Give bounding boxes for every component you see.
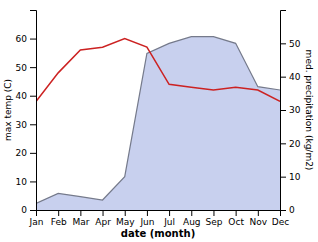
tick: Aug — [183, 210, 201, 227]
tick-mark — [30, 39, 36, 40]
tick-label: 10 — [16, 177, 28, 187]
tick-label: Mar — [72, 217, 89, 227]
tick-label: Jun — [139, 217, 154, 227]
axis-line — [30, 11, 37, 211]
tick-mark — [280, 43, 286, 44]
chart: JanFebMarAprMayJunJulAugSepOctNovDec0102… — [0, 0, 318, 242]
area — [36, 37, 280, 210]
line — [36, 39, 280, 102]
tick-mark — [280, 143, 286, 144]
axis-line — [281, 11, 287, 211]
tick-mark — [30, 153, 36, 154]
tick-label: Nov — [250, 217, 268, 227]
tick-label: May — [116, 217, 135, 227]
tick: 50 — [16, 63, 36, 73]
tick-mark — [236, 210, 237, 216]
tick: 60 — [16, 34, 36, 44]
tick-mark — [147, 210, 148, 216]
tick: Dec — [272, 210, 289, 227]
tick-label: 30 — [289, 105, 301, 115]
axis-line — [37, 211, 281, 217]
tick-label: 50 — [289, 39, 301, 49]
tick-label: Jan — [29, 217, 44, 227]
tick-label: 50 — [16, 63, 28, 73]
tick-mark — [58, 210, 59, 216]
tick-mark — [258, 210, 259, 216]
tick: 10 — [16, 177, 36, 187]
area-edge — [36, 37, 280, 204]
tick: Oct — [228, 210, 244, 227]
tick-label: 30 — [16, 120, 28, 130]
tick: 10 — [280, 172, 301, 182]
tick-label: 60 — [16, 34, 28, 44]
tick: Jun — [139, 210, 154, 227]
tick-mark — [280, 110, 286, 111]
tick: Sep — [205, 210, 222, 227]
tick: 0 — [21, 205, 36, 215]
x-axis: Jan Feb Mar Apr May Jun Jul Aug Sep Oct Nov Dec — [29, 210, 290, 227]
tick: 30 — [16, 120, 36, 130]
tick-mark — [30, 96, 36, 97]
tick: Mar — [72, 210, 89, 227]
tick-mark — [213, 210, 214, 216]
tick-mark — [280, 177, 286, 178]
tick: Feb — [51, 210, 67, 227]
tick: Jan — [29, 210, 44, 227]
tick-mark — [280, 210, 286, 211]
tick: Jul — [163, 210, 175, 227]
tick: Nov — [250, 210, 268, 227]
tick-mark — [30, 210, 36, 211]
tick: 40 — [16, 91, 36, 101]
tick-label: Feb — [51, 217, 67, 227]
tick-label: Oct — [228, 217, 244, 227]
x-axis-title: date (month) — [121, 228, 195, 239]
y-axis: 0 10 20 30 40 50 60 — [16, 11, 37, 216]
tick-mark — [125, 210, 126, 216]
tick: 0 — [280, 205, 295, 215]
tick-label: 20 — [289, 139, 301, 149]
tick-label: Sep — [205, 217, 222, 227]
tick: 20 — [280, 139, 301, 149]
tick-mark — [169, 210, 170, 216]
y2-axis: 0 10 20 30 40 50 — [280, 11, 301, 216]
tick: 20 — [16, 148, 36, 158]
tick: May — [116, 210, 135, 227]
tick-label: Apr — [95, 217, 111, 227]
tick-mark — [280, 77, 286, 78]
tick-label: Aug — [183, 217, 201, 227]
tick-mark — [30, 67, 36, 68]
y-axis-title: max temp (C) — [3, 79, 13, 141]
tick-label: 0 — [289, 205, 295, 215]
tick-mark — [103, 210, 104, 216]
tick-mark — [30, 181, 36, 182]
tick-label: 10 — [289, 172, 301, 182]
tick: 50 — [280, 39, 301, 49]
plot-area — [36, 37, 280, 210]
y2-axis-title: med. precipitation (kg/m2) — [304, 50, 314, 171]
tick: 40 — [280, 72, 301, 82]
tick-label: 20 — [16, 148, 28, 158]
tick-mark — [30, 124, 36, 125]
tick-mark — [191, 210, 192, 216]
tick-label: 40 — [16, 91, 28, 101]
tick-label: Jul — [163, 217, 175, 227]
tick: Apr — [95, 210, 111, 227]
tick-mark — [80, 210, 81, 216]
tick-label: 0 — [21, 205, 27, 215]
tick-label: Dec — [272, 217, 289, 227]
tick: 30 — [280, 105, 301, 115]
tick-label: 40 — [289, 72, 301, 82]
